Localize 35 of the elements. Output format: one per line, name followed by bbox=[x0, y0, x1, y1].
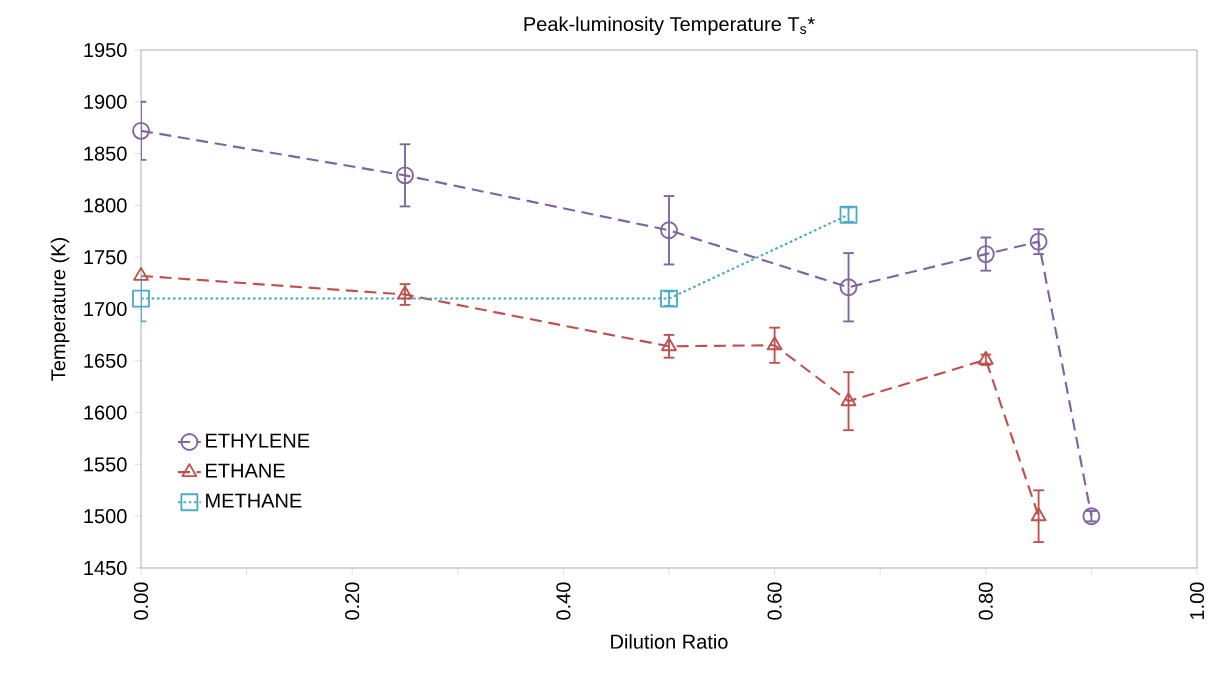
point bbox=[1029, 232, 1048, 251]
y-tick-label: 1500 bbox=[84, 509, 127, 524]
x-tick-label: 0.80 bbox=[978, 582, 993, 620]
x-tick-label: 1.00 bbox=[1189, 582, 1205, 619]
y-tick-label: 1800 bbox=[84, 198, 127, 213]
point bbox=[1030, 507, 1047, 522]
x-tick-label: 0.00 bbox=[133, 582, 149, 620]
point bbox=[766, 336, 783, 351]
point bbox=[661, 337, 677, 352]
point bbox=[976, 245, 995, 264]
y-tick-label: 1550 bbox=[84, 457, 127, 472]
legend-label: METHANE bbox=[206, 493, 302, 508]
point bbox=[132, 121, 150, 140]
y-axis-title: Temperature (K) bbox=[50, 238, 70, 381]
point bbox=[660, 221, 678, 240]
x-axis-title: Dilution Ratio bbox=[611, 634, 728, 649]
point bbox=[133, 266, 149, 281]
y-tick-label: 1600 bbox=[84, 405, 127, 420]
y-tick-label: 1650 bbox=[84, 353, 127, 368]
x-tick-label: 0.20 bbox=[345, 582, 360, 620]
point bbox=[132, 289, 150, 308]
legend-label: ETHANE bbox=[206, 463, 285, 478]
point bbox=[839, 278, 858, 297]
x-tick-label: 0.40 bbox=[556, 582, 571, 620]
y-tick-label: 1450 bbox=[84, 560, 127, 576]
y-tick-label: 1900 bbox=[84, 94, 127, 109]
point bbox=[840, 392, 857, 407]
y-tick-label: 1750 bbox=[84, 250, 127, 265]
point bbox=[396, 166, 414, 185]
y-tick-label: 1950 bbox=[84, 42, 127, 58]
legend-label: ETHYLENE bbox=[206, 433, 310, 448]
chart-title: Peak-luminosity Temperature T$_{s}$* bbox=[524, 16, 815, 36]
y-tick-label: 1700 bbox=[84, 301, 127, 317]
y-tick-label: 1850 bbox=[84, 146, 127, 161]
x-tick-label: 0.60 bbox=[767, 582, 782, 620]
